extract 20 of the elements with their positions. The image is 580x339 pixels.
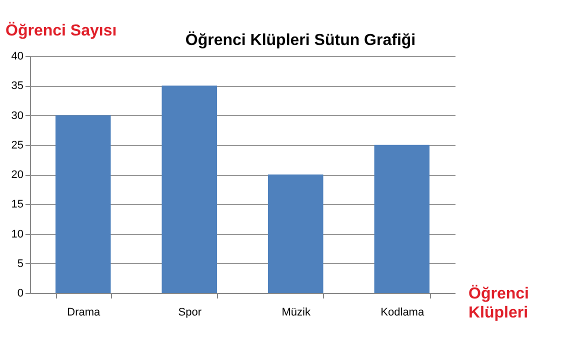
bar <box>374 144 430 293</box>
y-tick-label: 0 <box>17 288 24 300</box>
y-tick-label: 35 <box>11 80 24 92</box>
x-tick-label: Spor <box>178 306 202 318</box>
bar <box>268 174 324 293</box>
bar <box>162 86 217 293</box>
x-tick-label: Müzik <box>282 306 311 318</box>
y-tick-label: 10 <box>11 228 24 240</box>
y-tick-label: 30 <box>11 110 24 122</box>
x-tick-label: Drama <box>67 306 102 318</box>
x-axis-title: Öğrenci Klüpleri <box>468 284 529 322</box>
y-tick-label: 15 <box>11 198 24 211</box>
x-tick-label: Kodlama <box>380 306 425 318</box>
y-tick-label: 20 <box>11 169 24 181</box>
chart-title: Öğrenci Klüpleri Sütun Grafiği <box>185 31 416 49</box>
y-axis-title: Öğrenci Sayısı <box>6 22 117 40</box>
bar <box>56 115 111 293</box>
y-tick-label: 5 <box>17 258 24 270</box>
y-tick-label: 40 <box>11 50 24 62</box>
y-tick-label: 25 <box>11 139 24 152</box>
